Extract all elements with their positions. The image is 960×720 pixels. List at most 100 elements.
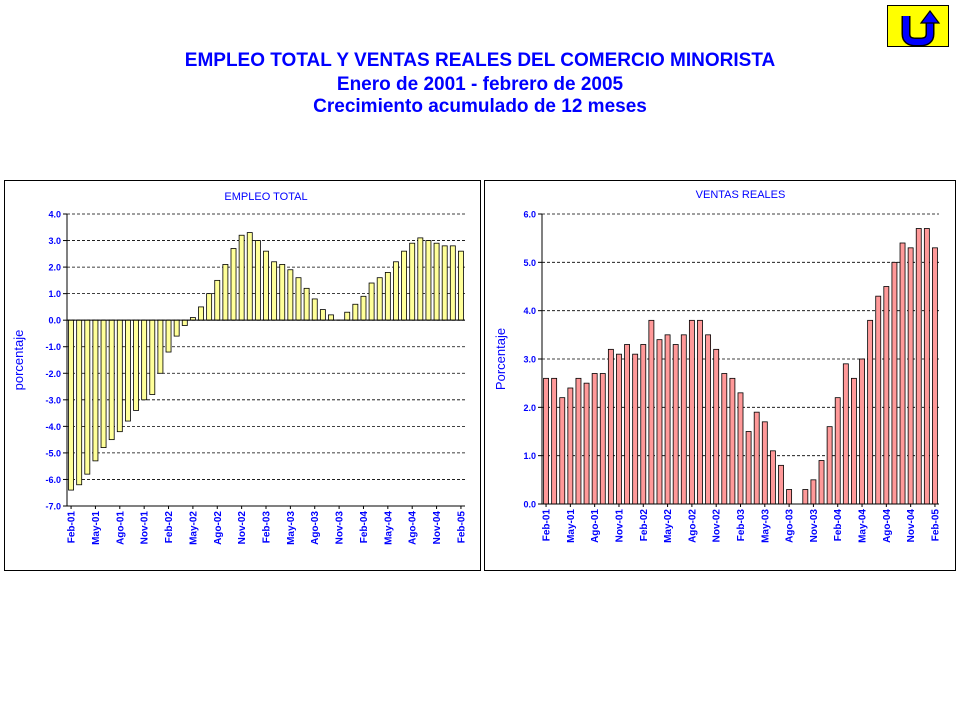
bar xyxy=(384,272,391,321)
bar xyxy=(401,250,407,321)
bar xyxy=(640,344,647,505)
y-tick-label: -1.0 xyxy=(45,342,61,352)
x-tick-label: Nov-02 xyxy=(712,509,723,543)
x-tick-label: May-01 xyxy=(91,511,102,545)
bar xyxy=(368,282,375,321)
bar xyxy=(254,240,261,321)
bar xyxy=(705,334,712,505)
bar xyxy=(786,489,793,505)
bar xyxy=(409,242,416,321)
bar xyxy=(842,363,849,505)
bar xyxy=(133,319,139,411)
bar xyxy=(761,421,768,505)
bar xyxy=(108,319,115,441)
page-title: EMPLEO TOTAL Y VENTAS REALES DEL COMERCI… xyxy=(184,50,776,71)
page-subtitle-period: Enero de 2001 - febrero de 2005 xyxy=(336,74,624,95)
bar xyxy=(181,319,188,326)
bar xyxy=(680,334,687,505)
bar xyxy=(583,382,590,505)
bar xyxy=(559,397,566,505)
bar xyxy=(230,248,237,321)
y-tick-label: -7.0 xyxy=(45,502,61,512)
x-tick-label: May-03 xyxy=(760,509,771,543)
bar xyxy=(656,339,663,505)
y-tick-label: 6.0 xyxy=(523,210,536,220)
bar xyxy=(810,479,817,505)
bar xyxy=(859,358,865,505)
bar xyxy=(729,377,736,505)
x-tick-label: Feb-05 xyxy=(456,511,467,544)
x-tick-label: Nov-04 xyxy=(906,509,917,543)
bar xyxy=(875,295,882,505)
x-tick-label: Feb-01 xyxy=(67,511,78,544)
chart-ventas: VENTAS REALES Porcentaje 6.0 5.0 4.0 3.0 2.0 1.… xyxy=(493,189,941,543)
x-tick-label: Nov-03 xyxy=(809,509,820,543)
bar xyxy=(915,228,922,505)
y-tick-label: 1.0 xyxy=(48,289,61,299)
y-axis-label: Porcentaje xyxy=(493,328,508,390)
bar xyxy=(433,242,440,321)
x-tick-label: Feb-05 xyxy=(930,509,941,542)
y-tick-label: 2.0 xyxy=(523,403,536,413)
y-tick-label: 2.0 xyxy=(48,263,61,273)
x-tick-label: Ago-03 xyxy=(785,509,796,543)
bar xyxy=(737,392,744,505)
bar xyxy=(745,431,752,505)
bar xyxy=(100,319,107,449)
bar xyxy=(376,277,383,321)
bar xyxy=(206,293,213,321)
y-tick-label: -4.0 xyxy=(45,422,61,432)
bar xyxy=(624,344,630,505)
bar xyxy=(664,334,671,505)
bar xyxy=(648,319,655,505)
chart-empleo: EMPLEO TOTAL porcentaje 4.0 3.0 2.0 1.0 0.0 -1.… xyxy=(11,191,467,545)
bar xyxy=(271,261,278,321)
bar xyxy=(417,237,424,321)
bar xyxy=(713,348,720,505)
bar xyxy=(599,373,606,505)
bar xyxy=(591,373,598,505)
chart-panel-ventas: VENTAS REALES Porcentaje 6.0 5.0 4.0 3.0 2.0 1.… xyxy=(484,180,956,571)
bar xyxy=(116,319,123,433)
bar xyxy=(222,264,229,321)
bar xyxy=(632,353,639,505)
bar xyxy=(923,228,930,505)
bar xyxy=(458,250,464,321)
bar xyxy=(818,460,825,505)
x-tick-label: Nov-02 xyxy=(237,511,248,545)
x-tick-label: Ago-04 xyxy=(408,511,419,545)
y-tick-label: 0.0 xyxy=(48,316,61,326)
bar xyxy=(165,319,172,353)
x-tick-label: Feb-04 xyxy=(359,511,370,544)
bar xyxy=(214,279,221,321)
x-tick-label: Feb-03 xyxy=(736,509,747,542)
bar xyxy=(778,464,784,505)
x-tick-label: Nov-04 xyxy=(432,511,443,545)
bar xyxy=(287,269,294,321)
bar xyxy=(867,319,874,505)
bar xyxy=(84,319,91,475)
bar xyxy=(551,377,558,505)
bar xyxy=(263,250,269,321)
x-tick-label: Feb-01 xyxy=(542,509,553,542)
x-tick-label: Nov-01 xyxy=(614,509,625,543)
bar xyxy=(567,387,574,505)
bar xyxy=(425,240,432,321)
y-tick-label: 0.0 xyxy=(523,500,536,510)
chart-panel-empleo: EMPLEO TOTAL porcentaje 4.0 3.0 2.0 1.0 0.0 -1.… xyxy=(4,180,481,571)
back-button[interactable] xyxy=(887,5,949,47)
u-turn-arrow-icon xyxy=(901,10,941,47)
bar xyxy=(319,309,326,321)
y-tick-label: -3.0 xyxy=(45,395,61,405)
bar xyxy=(295,277,302,321)
bar xyxy=(68,319,74,491)
x-tick-label: Ago-02 xyxy=(213,511,224,545)
x-tick-label: Feb-02 xyxy=(164,511,175,544)
bar xyxy=(543,377,549,505)
x-tick-label: May-04 xyxy=(383,511,394,545)
chart-title: EMPLEO TOTAL xyxy=(224,191,307,203)
x-tick-label: Nov-03 xyxy=(335,511,346,545)
bar xyxy=(311,298,318,321)
x-tick-label: May-02 xyxy=(188,511,199,545)
x-tick-label: Ago-04 xyxy=(882,509,893,543)
